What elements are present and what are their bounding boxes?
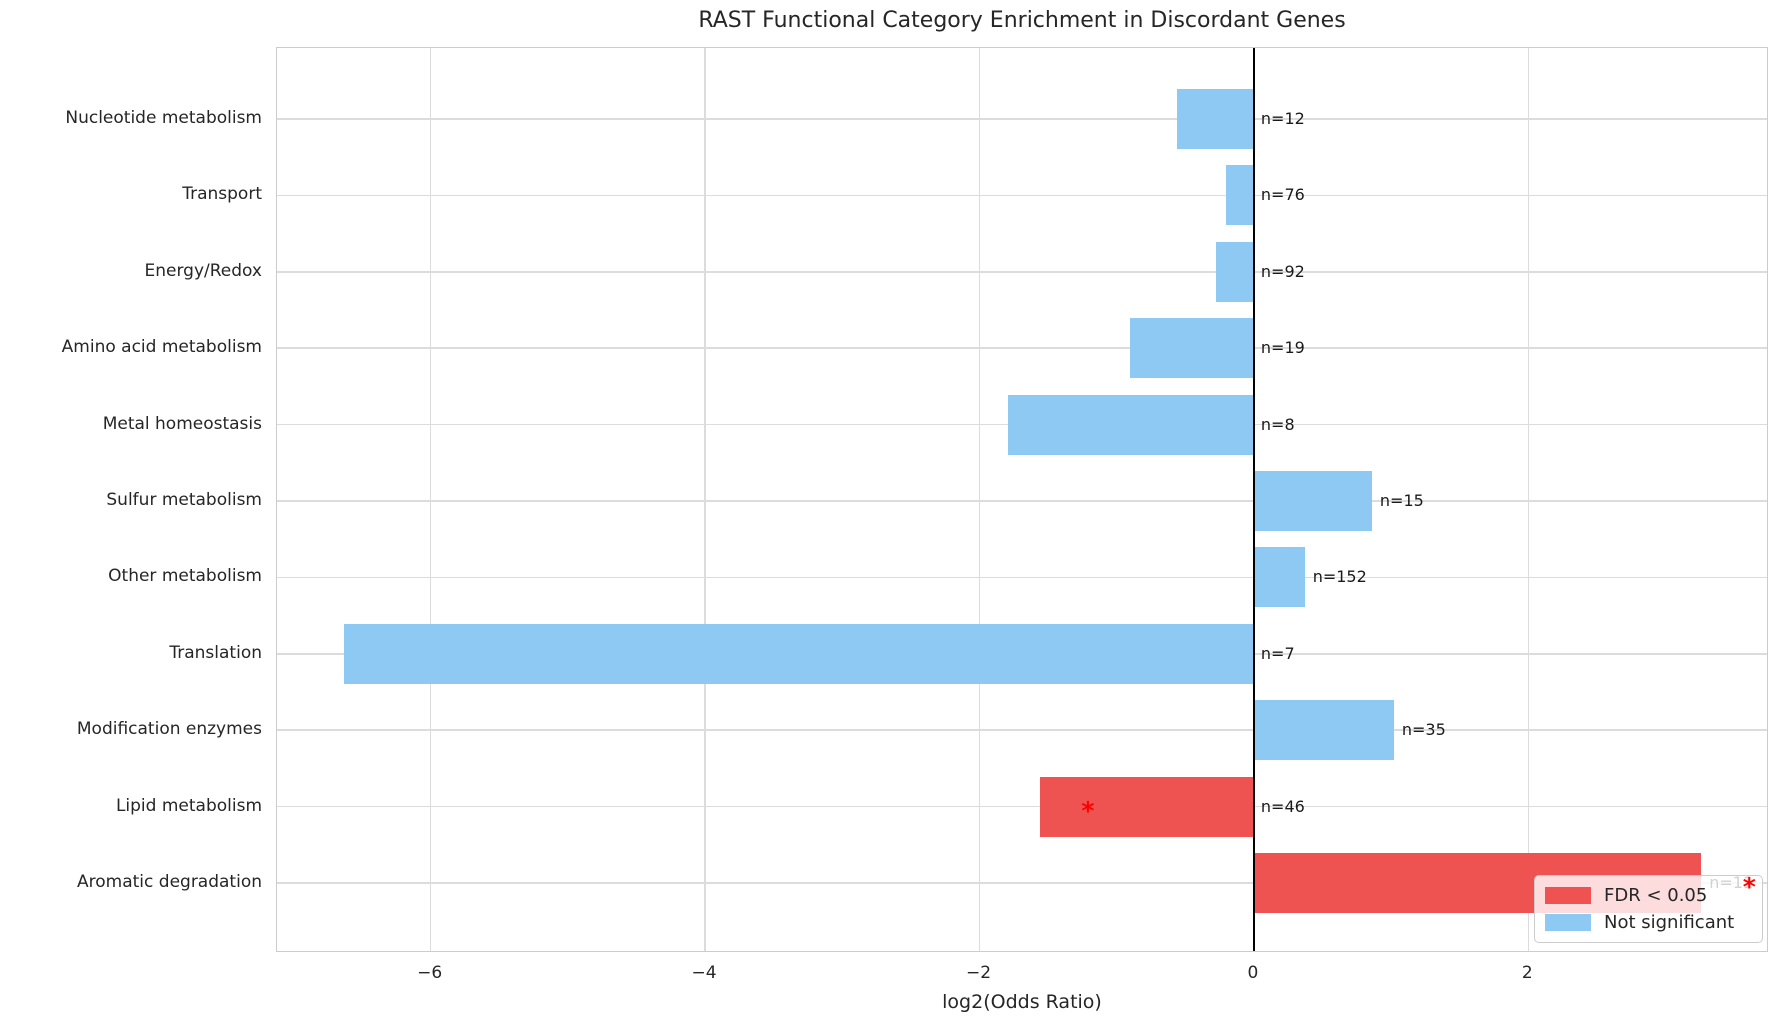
significance-asterisk: * bbox=[1742, 872, 1756, 902]
significance-asterisk: * bbox=[1081, 796, 1095, 826]
x-tick-label: 2 bbox=[1521, 963, 1533, 983]
n-label: n=92 bbox=[1260, 261, 1305, 281]
gridline-horizontal bbox=[277, 576, 1767, 579]
gridline-vertical bbox=[1527, 48, 1530, 951]
n-label: n=8 bbox=[1260, 414, 1295, 434]
gridline-vertical bbox=[429, 48, 432, 951]
gridline-vertical bbox=[978, 48, 981, 951]
legend-item-not-significant: Not significant bbox=[1545, 912, 1752, 933]
x-tick-label: 0 bbox=[1247, 963, 1259, 983]
category-label: Translation bbox=[169, 642, 262, 663]
n-label: n=46 bbox=[1260, 796, 1305, 816]
category-label: Energy/Redox bbox=[144, 260, 262, 281]
gridline-horizontal bbox=[277, 500, 1767, 502]
category-label: Lipid metabolism bbox=[115, 795, 262, 816]
x-tick-label: −6 bbox=[417, 963, 443, 983]
bar bbox=[1253, 700, 1394, 761]
bar bbox=[1215, 241, 1254, 302]
category-label: Sulfur metabolism bbox=[106, 490, 262, 510]
gridline-vertical bbox=[704, 48, 706, 951]
category-label: Modification enzymes bbox=[76, 719, 262, 740]
legend-swatch-significant-icon bbox=[1545, 887, 1591, 905]
x-axis-title: log2(Odds Ratio) bbox=[942, 991, 1102, 1013]
bar bbox=[1253, 471, 1372, 531]
gridline-horizontal bbox=[277, 882, 1767, 884]
x-tick-label: −2 bbox=[965, 963, 992, 983]
category-label: Metal homeostasis bbox=[102, 413, 262, 434]
n-label: n=15 bbox=[1379, 491, 1424, 510]
legend: FDR < 0.05 Not significant bbox=[1534, 875, 1763, 943]
bar bbox=[1226, 165, 1254, 226]
gridline-horizontal bbox=[277, 194, 1767, 197]
category-label: Amino acid metabolism bbox=[61, 337, 262, 358]
category-label: Transport bbox=[182, 184, 262, 205]
category-label: Nucleotide metabolism bbox=[65, 108, 262, 128]
gridline-horizontal bbox=[277, 729, 1767, 731]
gridline-horizontal bbox=[277, 347, 1767, 349]
category-label: Other metabolism bbox=[108, 566, 262, 587]
zero-axis-line bbox=[1252, 48, 1255, 951]
bar bbox=[1039, 776, 1254, 837]
n-label: n=12 bbox=[1260, 109, 1305, 128]
category-label: Aromatic degradation bbox=[77, 872, 262, 892]
legend-label-not-significant: Not significant bbox=[1604, 911, 1735, 933]
chart-title: RAST Functional Category Enrichment in D… bbox=[698, 8, 1346, 33]
gridline-horizontal bbox=[277, 118, 1767, 120]
plot-area: n=12n=76n=92n=19n=8n=15n=152n=7n=35n=46n… bbox=[276, 47, 1768, 952]
bar bbox=[1130, 318, 1254, 379]
n-label: n=152 bbox=[1312, 567, 1367, 587]
bar bbox=[344, 623, 1254, 684]
n-label: n=7 bbox=[1260, 643, 1295, 663]
n-label: n=35 bbox=[1401, 720, 1446, 740]
bar bbox=[1177, 89, 1254, 149]
bar bbox=[1253, 547, 1305, 608]
legend-swatch-not-significant-icon bbox=[1545, 913, 1591, 931]
x-tick-label: −4 bbox=[691, 963, 717, 983]
legend-item-significant: FDR < 0.05 bbox=[1545, 885, 1752, 906]
gridline-horizontal bbox=[277, 271, 1767, 273]
n-label: n=19 bbox=[1260, 338, 1305, 358]
gridline-horizontal bbox=[277, 805, 1767, 808]
n-label: n=76 bbox=[1260, 185, 1305, 205]
bar bbox=[1008, 394, 1254, 455]
legend-label-significant: FDR < 0.05 bbox=[1604, 885, 1708, 907]
